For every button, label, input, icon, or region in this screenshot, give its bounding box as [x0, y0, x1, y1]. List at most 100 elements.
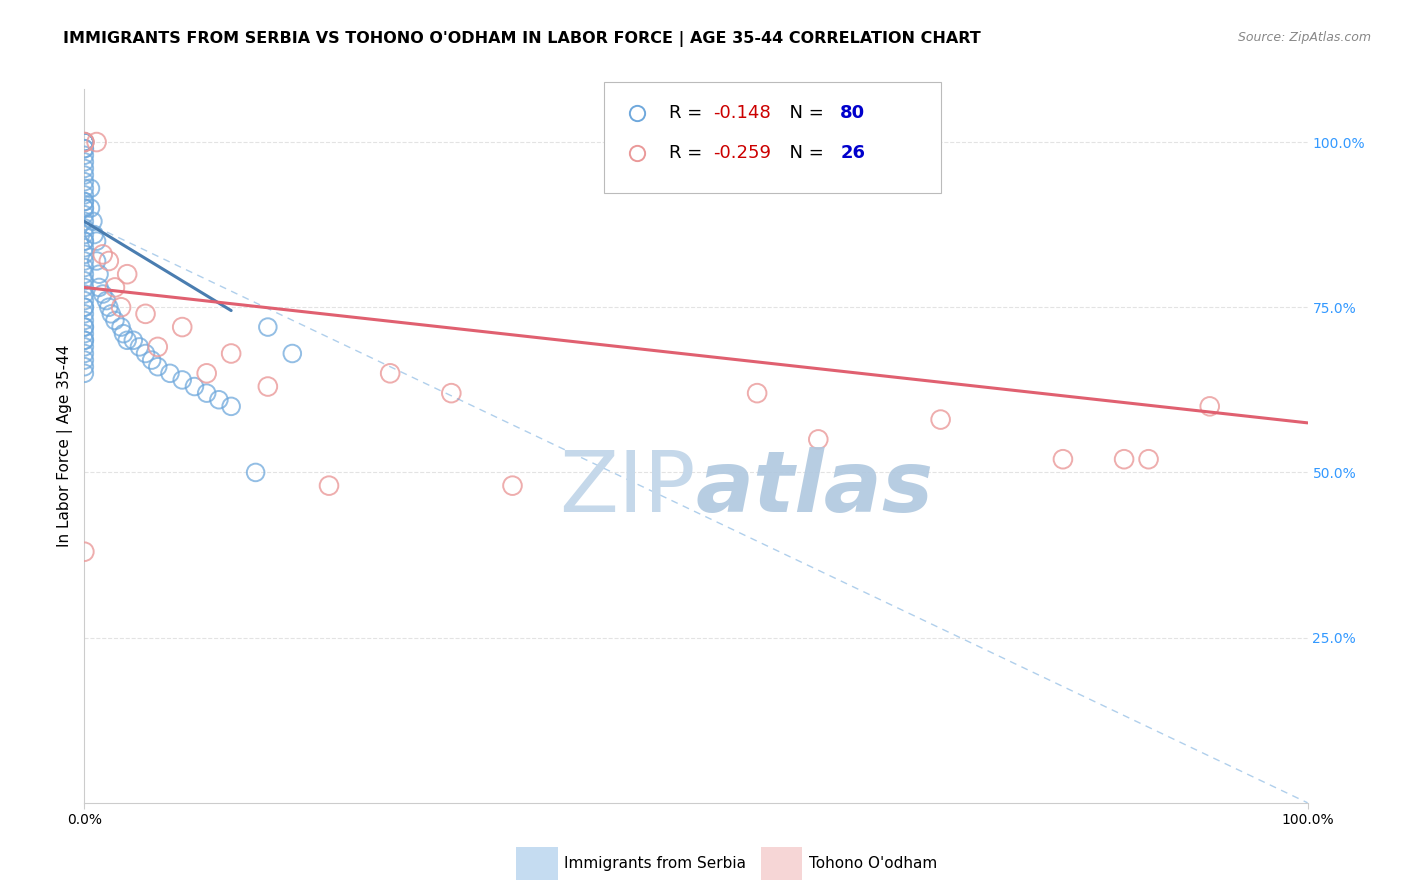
Point	[73, 221, 96, 235]
Point	[1198, 400, 1220, 414]
Text: R =: R =	[669, 145, 709, 162]
Point	[219, 400, 242, 414]
Point	[73, 287, 96, 301]
Point	[135, 346, 157, 360]
Point	[73, 135, 96, 149]
Point	[73, 142, 96, 156]
Text: R =: R =	[669, 103, 709, 121]
Point	[73, 260, 96, 275]
Point	[86, 234, 108, 248]
Point	[73, 241, 96, 255]
Point	[87, 267, 110, 281]
Point	[73, 333, 96, 347]
Point	[73, 346, 96, 360]
Point	[73, 168, 96, 182]
Point	[73, 247, 96, 261]
Point	[73, 267, 96, 281]
Point	[172, 373, 194, 387]
Text: -0.148: -0.148	[713, 103, 770, 121]
Point	[318, 478, 340, 492]
Point	[73, 326, 96, 341]
Point	[73, 234, 96, 248]
FancyBboxPatch shape	[605, 82, 941, 193]
Point	[115, 267, 138, 281]
Point	[112, 326, 135, 341]
Point	[97, 254, 120, 268]
Point	[73, 333, 96, 347]
Point	[929, 412, 952, 426]
Point	[79, 201, 101, 215]
Point	[281, 346, 304, 360]
Point	[73, 135, 96, 149]
Point	[73, 142, 96, 156]
Point	[73, 227, 96, 242]
Point	[183, 379, 205, 393]
Text: 26: 26	[841, 145, 865, 162]
Point	[79, 181, 101, 195]
Point	[73, 320, 96, 334]
Point	[440, 386, 463, 401]
Text: Immigrants from Serbia: Immigrants from Serbia	[564, 856, 745, 871]
Point	[73, 353, 96, 368]
Point	[73, 175, 96, 189]
Point	[122, 333, 145, 347]
Point	[104, 313, 127, 327]
Point	[104, 280, 127, 294]
Text: 80: 80	[841, 103, 866, 121]
Point	[73, 135, 96, 149]
Text: ZIP: ZIP	[560, 447, 696, 531]
Point	[128, 340, 150, 354]
Point	[73, 194, 96, 209]
Point	[73, 201, 96, 215]
Point	[83, 227, 105, 242]
Point	[73, 274, 96, 288]
Point	[73, 135, 96, 149]
Point	[91, 247, 114, 261]
Point	[257, 379, 280, 393]
Point	[91, 287, 114, 301]
Point	[73, 135, 96, 149]
Point	[73, 359, 96, 374]
Point	[87, 280, 110, 294]
Point	[245, 466, 267, 480]
Point	[73, 280, 96, 294]
Point	[73, 313, 96, 327]
Point	[195, 367, 218, 381]
Point	[73, 367, 96, 381]
Point	[73, 545, 96, 559]
Text: atlas: atlas	[696, 447, 934, 531]
Point	[73, 300, 96, 314]
FancyBboxPatch shape	[761, 847, 803, 880]
Point	[73, 135, 96, 149]
Point	[172, 320, 194, 334]
Point	[141, 353, 163, 368]
Point	[73, 201, 96, 215]
FancyBboxPatch shape	[516, 847, 558, 880]
Point	[380, 367, 402, 381]
Point	[115, 333, 138, 347]
Text: IMMIGRANTS FROM SERBIA VS TOHONO O'ODHAM IN LABOR FORCE | AGE 35-44 CORRELATION : IMMIGRANTS FROM SERBIA VS TOHONO O'ODHAM…	[63, 31, 981, 47]
Text: Source: ZipAtlas.com: Source: ZipAtlas.com	[1237, 31, 1371, 45]
Point	[73, 194, 96, 209]
Point	[73, 135, 96, 149]
Point	[73, 161, 96, 176]
Point	[73, 188, 96, 202]
Point	[110, 300, 132, 314]
Point	[73, 214, 96, 228]
Point	[73, 154, 96, 169]
Point	[73, 148, 96, 162]
Point	[807, 433, 830, 447]
Point	[73, 135, 96, 149]
Point	[502, 478, 524, 492]
Point	[146, 340, 169, 354]
Point	[73, 320, 96, 334]
Point	[257, 320, 280, 334]
Point	[159, 367, 181, 381]
Point	[73, 135, 96, 149]
Point	[73, 208, 96, 222]
Point	[86, 135, 108, 149]
Point	[747, 386, 769, 401]
Text: N =: N =	[778, 145, 830, 162]
Point	[73, 300, 96, 314]
Point	[1137, 452, 1160, 467]
